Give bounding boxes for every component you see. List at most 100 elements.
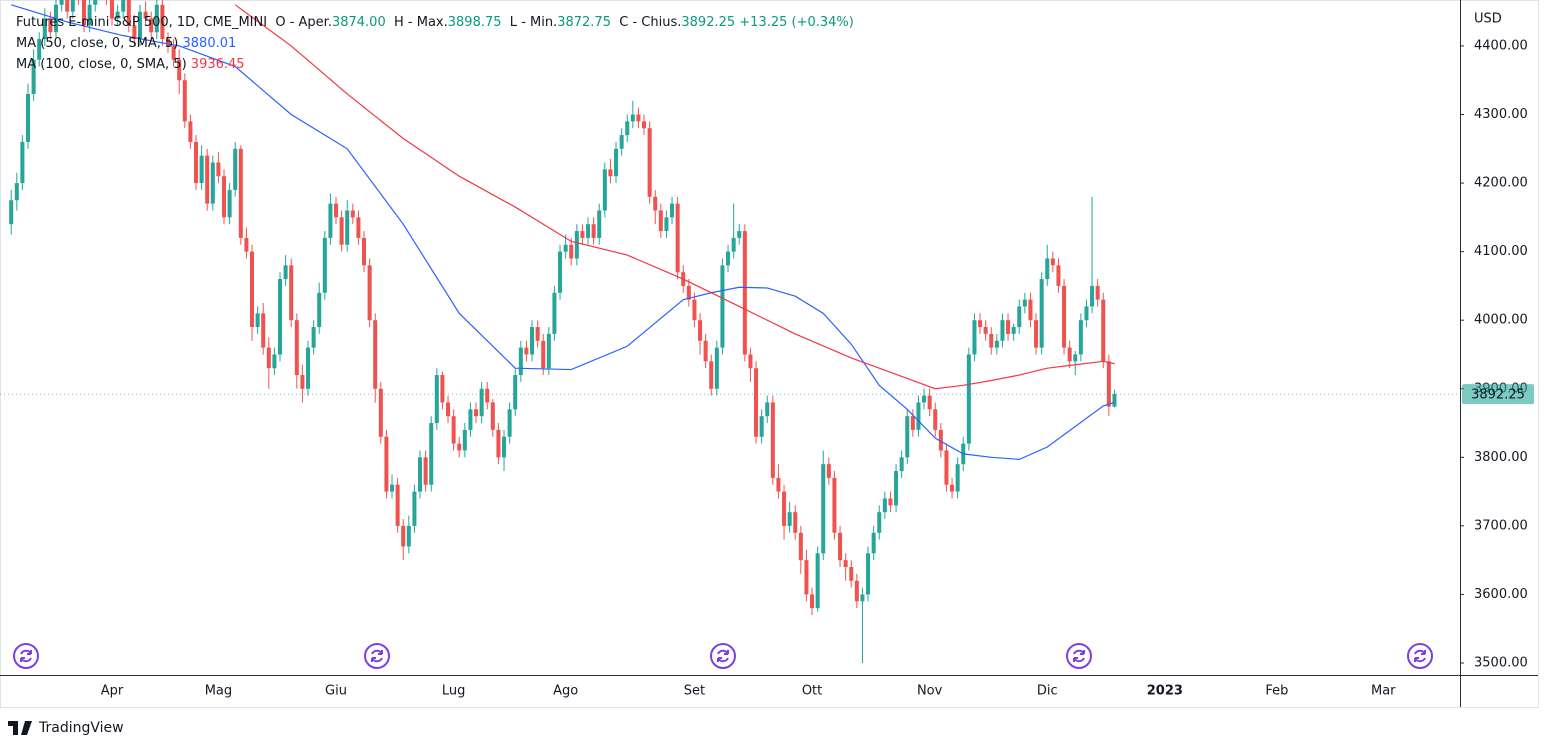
candle-body	[787, 512, 792, 526]
candle-body	[227, 189, 232, 218]
candle-body	[356, 217, 361, 238]
candle-body	[31, 59, 36, 94]
candle-body	[378, 388, 383, 437]
candle-body	[429, 423, 434, 485]
candle-body	[1095, 285, 1100, 300]
candle-body	[866, 553, 871, 595]
logo[interactable]: TradingView	[8, 720, 124, 736]
candle-body	[474, 409, 479, 417]
candle-body	[221, 176, 227, 218]
candle-body	[496, 429, 501, 458]
candle-body	[132, 25, 137, 40]
candle-body	[742, 231, 747, 355]
candle-body	[804, 560, 809, 595]
candle-body	[249, 251, 255, 328]
candle-body	[1101, 299, 1106, 362]
event-icon[interactable]	[710, 643, 736, 669]
candle-body	[401, 525, 406, 547]
candle-body	[518, 347, 523, 376]
candle-body	[42, 18, 47, 40]
candle-body	[630, 114, 635, 122]
candle-body	[927, 395, 932, 410]
candle-body	[765, 402, 770, 417]
candle-body	[905, 416, 910, 458]
candle-body	[838, 532, 843, 561]
candle-body	[944, 450, 949, 485]
candle-body	[821, 464, 826, 554]
candle-body	[490, 402, 495, 430]
x-tick-label: Set	[684, 684, 705, 699]
candle-body	[334, 203, 339, 218]
candle-body	[451, 416, 456, 444]
y-tick-label: 4200.00	[1474, 176, 1528, 191]
candle-body	[619, 135, 624, 149]
candle-body	[966, 354, 971, 444]
candle-body	[238, 148, 243, 238]
candle-body	[205, 155, 210, 204]
y-tick-label: 4300.00	[1474, 107, 1528, 122]
candle-body	[731, 237, 736, 252]
candle-body	[703, 340, 708, 362]
candle-body	[485, 388, 490, 403]
candle-body	[199, 155, 204, 184]
chart-border	[0, 0, 1539, 708]
candle-body	[468, 409, 473, 430]
y-tick-label: 3500.00	[1474, 656, 1528, 671]
candle-body	[20, 141, 25, 184]
candle-body	[843, 560, 848, 568]
candle-body	[815, 553, 820, 609]
candle-body	[670, 203, 675, 218]
ohlc-label: - Chius.	[632, 15, 682, 30]
candle-body	[126, 0, 131, 26]
candle-body	[558, 251, 563, 293]
candle-body	[1022, 299, 1027, 307]
candle-body	[658, 210, 663, 232]
candle-body	[65, 0, 70, 12]
candle-body	[994, 340, 999, 348]
candle-body	[546, 333, 551, 369]
candle-body	[860, 594, 865, 602]
candle-body	[462, 429, 467, 451]
logo-mark	[8, 721, 32, 735]
candle-body	[311, 327, 316, 348]
event-icon[interactable]	[1066, 643, 1092, 669]
event-icon[interactable]	[364, 643, 390, 669]
plot-area	[9, 0, 1117, 664]
candle-body	[625, 121, 630, 136]
ohlc-value: 3872.75	[557, 15, 611, 30]
candle-body	[686, 285, 691, 300]
event-icon[interactable]	[13, 643, 39, 669]
candle-body	[513, 375, 518, 410]
candle-body	[367, 265, 372, 321]
candle-body	[255, 313, 260, 328]
y-tick-label: 3800.00	[1474, 450, 1528, 465]
candle-body	[373, 320, 378, 389]
candle-body	[350, 210, 355, 218]
x-tick-label: Dic	[1037, 684, 1058, 699]
ohlc-key: O	[275, 15, 286, 30]
x-tick-label: Lug	[442, 684, 466, 699]
x-tick-label: Mar	[1371, 684, 1396, 699]
candle-body	[614, 148, 619, 177]
candle-body	[580, 231, 585, 238]
candle-body	[602, 169, 607, 211]
candle-body	[636, 114, 641, 122]
candle-body	[552, 292, 557, 334]
candle-body	[328, 203, 333, 238]
candle-body	[277, 279, 283, 355]
event-icon[interactable]	[1407, 643, 1433, 669]
candle-body	[406, 525, 411, 547]
candle-body	[48, 18, 53, 33]
legend: Futures E-mini S&P 500, 1D, CME_MINI O -…	[16, 12, 854, 75]
ohlc-value: 3892.25	[681, 15, 736, 30]
candle-body	[597, 210, 602, 238]
candle-body	[748, 354, 753, 369]
ohlc-key: H	[394, 15, 404, 30]
candle-body	[59, 0, 64, 5]
candle-body	[793, 512, 798, 533]
candle-body	[933, 409, 938, 430]
candle-body	[720, 265, 725, 348]
candle-body	[294, 320, 299, 376]
candle-body	[1028, 299, 1033, 321]
candle-body	[81, 0, 87, 26]
